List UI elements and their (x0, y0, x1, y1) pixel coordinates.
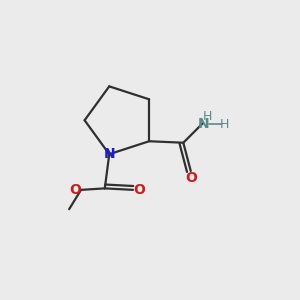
Text: O: O (133, 184, 145, 197)
Text: N: N (103, 147, 115, 161)
Text: O: O (70, 184, 82, 197)
Text: H: H (202, 110, 212, 123)
Text: O: O (185, 171, 197, 185)
Text: H: H (220, 118, 230, 130)
Text: N: N (198, 117, 210, 131)
